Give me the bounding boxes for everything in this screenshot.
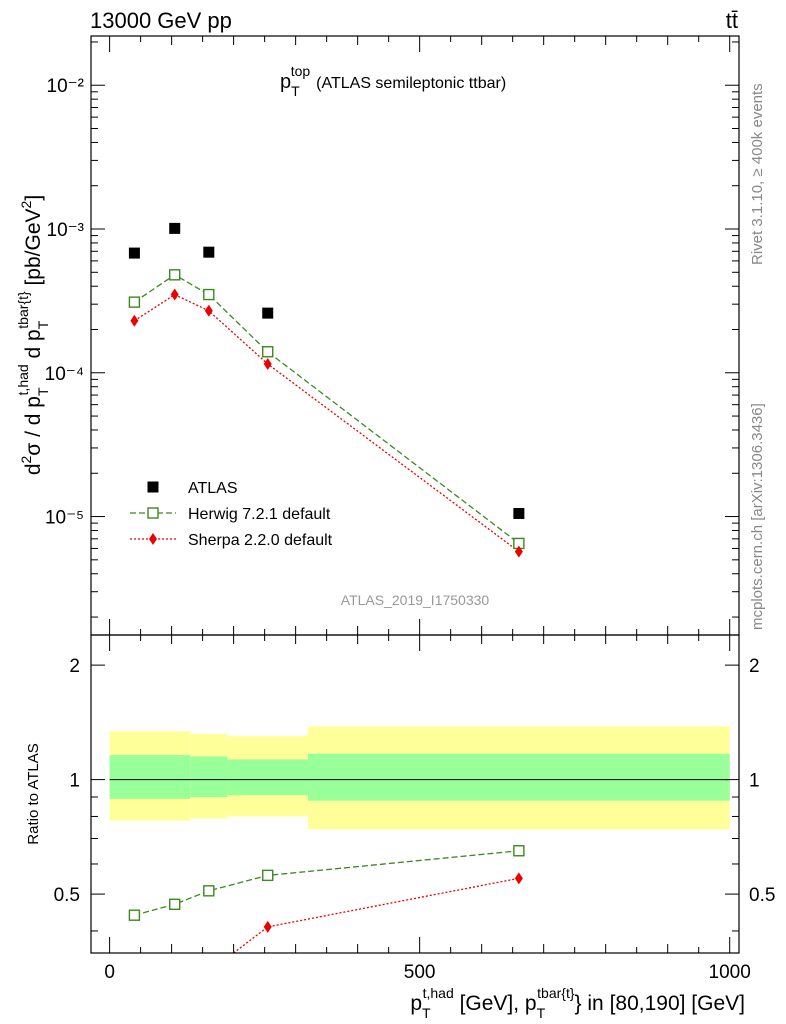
xtick-label: 500 bbox=[404, 962, 436, 983]
header-process-label: tt̄ bbox=[726, 8, 738, 33]
series-line-1 bbox=[134, 274, 520, 544]
ratio-point-0-3 bbox=[262, 869, 274, 882]
plot-title-sup: top bbox=[291, 63, 311, 79]
band-inner-1 bbox=[190, 756, 228, 798]
data-point-1-3 bbox=[262, 346, 274, 358]
ratio-panel-frame bbox=[90, 634, 740, 954]
header-energy-label: 13000 GeV pp bbox=[90, 8, 232, 33]
plot-title-sub: T bbox=[291, 83, 300, 99]
plot-title-rest: (ATLAS semileptonic ttbar) bbox=[316, 75, 506, 92]
main-y-axis-label: d2σ / d pTt,had d pTtbar{t} [pb/GeV2] bbox=[15, 195, 51, 475]
data-point-2-4 bbox=[514, 545, 523, 558]
legend-marker-0 bbox=[147, 481, 159, 493]
ratio-point-0-0 bbox=[128, 909, 141, 921]
ratio-ytick-label-right: 0.5 bbox=[749, 885, 775, 906]
ratio-line-0 bbox=[134, 850, 519, 916]
ratio-ytick-label: 0.5 bbox=[54, 885, 80, 906]
mcplots-label: mcplots.cern.ch [arXiv:1306.3436] bbox=[749, 403, 766, 630]
ratio-ytick-label: 1 bbox=[69, 771, 80, 792]
main-ytick-label: 10⁻⁴ bbox=[45, 364, 84, 385]
data-point-0-4 bbox=[513, 507, 525, 519]
main-ytick-label: 10⁻³ bbox=[47, 220, 85, 241]
legend-marker-1 bbox=[147, 507, 159, 519]
plot-title-main: p bbox=[280, 71, 291, 93]
ratio-point-1-2 bbox=[514, 872, 523, 885]
rivet-version-label: Rivet 3.1.10, ≥ 400k events bbox=[749, 83, 766, 265]
data-point-1-1 bbox=[169, 269, 181, 281]
ratio-y-axis-label: Ratio to ATLAS bbox=[25, 743, 42, 844]
analysis-id: ATLAS_2019_I1750330 bbox=[341, 592, 490, 608]
main-ytick-label: 10⁻² bbox=[47, 76, 85, 97]
ratio-point-1-1 bbox=[263, 920, 272, 933]
x-axis-label: pTt,had [GeV], pTtbar{t}} in [80,190] [G… bbox=[410, 985, 745, 1021]
data-point-0-3 bbox=[262, 307, 274, 319]
data-point-0-0 bbox=[128, 247, 140, 259]
data-point-1-0 bbox=[128, 296, 141, 308]
ratio-ytick-label: 2 bbox=[69, 656, 80, 677]
ratio-line-1 bbox=[233, 877, 520, 953]
data-point-2-2 bbox=[204, 304, 213, 317]
ratio-ytick-label-right: 1 bbox=[749, 771, 760, 792]
legend-marker-2 bbox=[149, 533, 157, 545]
ratio-ytick-label-right: 2 bbox=[749, 656, 760, 677]
data-point-0-2 bbox=[203, 246, 215, 258]
ratio-point-0-4 bbox=[513, 845, 525, 857]
band-inner-2 bbox=[227, 759, 309, 796]
legend-label-1: Herwig 7.2.1 default bbox=[188, 506, 331, 523]
band-inner-0 bbox=[109, 755, 191, 799]
data-point-2-1 bbox=[170, 288, 179, 301]
xtick-label: 0 bbox=[104, 962, 115, 983]
data-point-2-0 bbox=[130, 314, 139, 327]
xtick-label: 1000 bbox=[709, 962, 751, 983]
plot-title: pTtop (ATLAS semileptonic ttbar) bbox=[280, 63, 506, 99]
band-inner-3 bbox=[308, 753, 730, 801]
ratio-point-0-1 bbox=[169, 898, 181, 911]
data-point-2-3 bbox=[263, 358, 272, 371]
data-point-1-2 bbox=[203, 288, 215, 301]
ratio-point-0-2 bbox=[203, 885, 215, 897]
legend: ATLAS Herwig 7.2.1 default Sherpa 2.2.0 de… bbox=[130, 480, 333, 549]
data-point-0-1 bbox=[169, 222, 181, 234]
legend-label-2: Sherpa 2.2.0 default bbox=[188, 532, 333, 549]
legend-label-0: ATLAS bbox=[188, 480, 238, 497]
main-ytick-label: 10⁻⁵ bbox=[45, 508, 84, 529]
